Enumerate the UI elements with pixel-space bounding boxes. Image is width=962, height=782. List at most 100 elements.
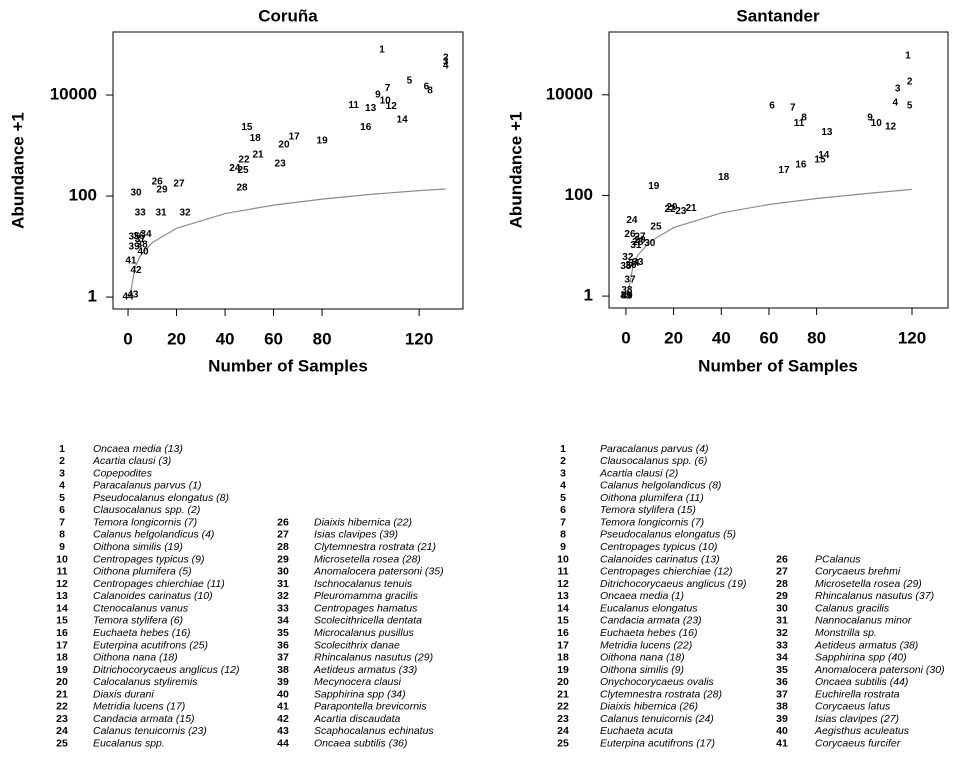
legend-name: Calocalanus styliremis — [93, 676, 198, 688]
legend-number: 2 — [560, 455, 566, 467]
x-tick-label: 80 — [313, 329, 332, 348]
point-label: 8 — [801, 112, 807, 123]
legend-number: 35 — [776, 664, 788, 676]
legend-name: Oncaea media (13) — [93, 443, 183, 455]
legend-name: Clytemnestra rostrata (21) — [314, 541, 436, 553]
reference-curve — [129, 188, 446, 294]
chart-title: Santander — [736, 6, 820, 25]
point-label: 31 — [155, 208, 167, 219]
legend-name: Pseudocalanus elongatus (5) — [600, 529, 736, 541]
point-label: 27 — [634, 232, 646, 243]
chart-title: Coruña — [258, 6, 318, 25]
plot-frame — [608, 31, 949, 309]
legend-number: 13 — [557, 590, 569, 602]
legend-number: 11 — [557, 566, 568, 578]
legend-name: Scaphocalanus echinatus — [314, 725, 434, 737]
point-label: 9 — [867, 112, 873, 123]
x-tick-label: 40 — [216, 329, 235, 348]
legend-name: Aetideus armatus (38) — [814, 639, 918, 651]
point-label: 26 — [152, 177, 164, 188]
legend-number: 39 — [277, 676, 289, 688]
legend-name: PCalanus — [815, 553, 861, 565]
legend-name: Calanoides carinatus (13) — [600, 553, 720, 565]
legend-name: Diaxis durani — [93, 688, 154, 700]
point-label: 28 — [632, 237, 644, 248]
legend-number: 6 — [560, 504, 566, 516]
legend-name: Diaixis hibernica (26) — [600, 701, 698, 713]
legend-number: 11 — [56, 566, 67, 578]
point-label: 16 — [795, 159, 807, 170]
point-label: 39 — [620, 291, 632, 302]
legend-number: 37 — [277, 652, 289, 664]
legend-number: 23 — [56, 713, 68, 725]
point-label: 39 — [129, 242, 141, 253]
legend-number: 24 — [56, 725, 68, 737]
legend-number: 7 — [59, 516, 65, 528]
legend-name: Temora longicornis (7) — [93, 516, 197, 528]
legend-number: 30 — [277, 566, 289, 578]
legend-name: Aetideus armatus (33) — [313, 664, 417, 676]
y-tick-label: 100 — [69, 186, 97, 205]
legend-name: Scolecithrix danae — [314, 639, 400, 651]
point-label: 20 — [278, 140, 290, 151]
legend-name: Rhincalanus nasutus (29) — [314, 652, 433, 664]
y-axis-label: Abundance +1 — [506, 112, 525, 229]
point-label: 43 — [127, 290, 139, 301]
legend-name: Oithona similis (9) — [600, 664, 684, 676]
legend-name: Aegisthus aculeatus — [814, 725, 910, 737]
legend-name: Oncaea subtilis (44) — [815, 676, 908, 688]
legend-number: 33 — [776, 639, 788, 651]
legend-number: 12 — [557, 578, 569, 590]
panel: Santander Number of Samples Abundance +1 0 2… — [506, 6, 949, 750]
legend-name: Metridia lucens (22) — [600, 639, 692, 651]
legend-number: 17 — [56, 639, 68, 651]
point-label: 30 — [644, 238, 656, 249]
legend-number: 8 — [560, 529, 566, 541]
legend-number: 27 — [277, 529, 289, 541]
point-label: 34 — [140, 229, 152, 240]
legend-name: Pleuromamma gracilis — [314, 590, 419, 602]
legend-name: Euchirella rostrata — [815, 688, 900, 700]
legend-number: 22 — [56, 701, 68, 713]
point-label: 23 — [275, 159, 287, 170]
legend-number: 14 — [56, 602, 68, 614]
point-label: 25 — [237, 165, 249, 176]
legend-name: Acartia clausi (3) — [92, 455, 171, 467]
legend-number: 40 — [776, 725, 788, 737]
legend-name: Ditrichocorycaeus anglicus (12) — [93, 664, 239, 676]
point-label: 14 — [397, 115, 409, 126]
point-label: 25 — [650, 221, 662, 232]
legend-number: 1 — [59, 443, 65, 455]
legend-name: Centropages chierchiae (11) — [93, 578, 225, 590]
point-label: 4 — [443, 61, 449, 72]
legend-number: 29 — [277, 553, 289, 565]
legend-name: Temora stylifera (6) — [93, 615, 183, 627]
legend-number: 41 — [776, 738, 788, 750]
legend-name: Isias clavipes (39) — [314, 529, 398, 541]
legend-name: Calanus gracilis — [815, 602, 890, 614]
point-label: 19 — [648, 181, 660, 192]
point-label: 24 — [626, 215, 638, 226]
point-label: 38 — [137, 240, 149, 251]
legend-name: Sapphirina spp (40) — [815, 652, 907, 664]
point-label: 13 — [821, 127, 833, 138]
legend-name: Monstrilla sp. — [815, 627, 877, 639]
legend-number: 16 — [557, 627, 569, 639]
point-label: 42 — [130, 265, 142, 276]
legend-number: 36 — [277, 639, 289, 651]
legend-name: Pseudocalanus elongatus (8) — [93, 492, 229, 504]
point-label: 6 — [769, 101, 775, 112]
legend-name: Centropages typicus (9) — [93, 553, 204, 565]
point-label: 10 — [871, 118, 883, 129]
legend-name: Calanus tenuicornis (23) — [93, 725, 207, 737]
point-label: 6 — [424, 82, 430, 93]
legend-number: 29 — [776, 590, 788, 602]
point-label: 1 — [905, 51, 911, 62]
point-label: 34 — [628, 258, 640, 269]
point-label: 2 — [443, 53, 449, 64]
x-tick-label: 120 — [898, 328, 926, 347]
legend-number: 34 — [776, 652, 788, 664]
legend-number: 9 — [59, 541, 65, 553]
legend-name: Temora stylifera (15) — [600, 504, 696, 516]
point-label: 35 — [129, 232, 141, 243]
